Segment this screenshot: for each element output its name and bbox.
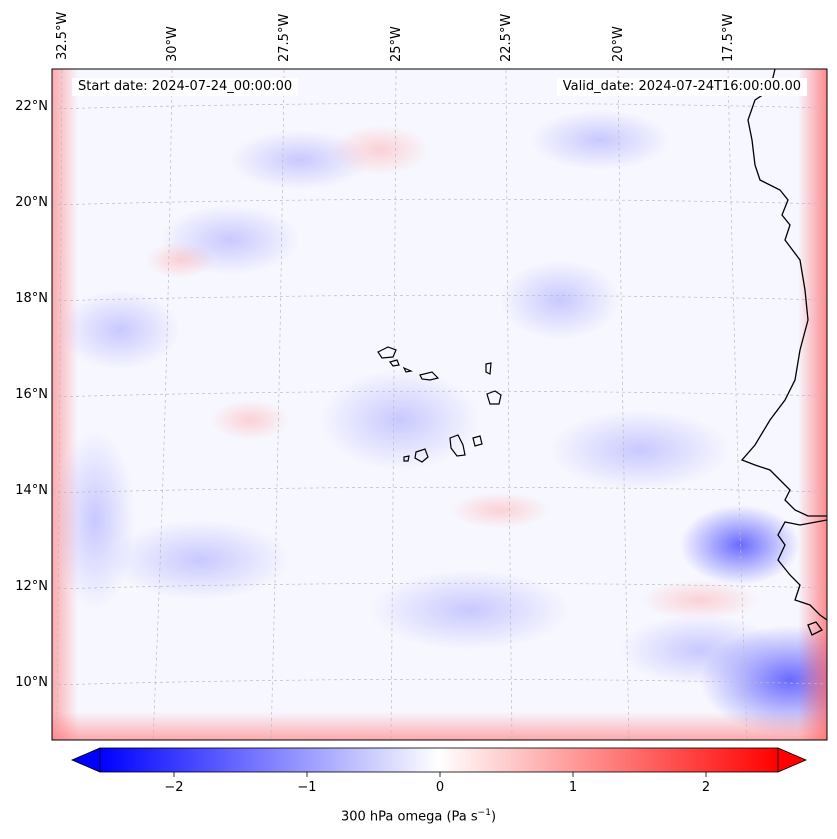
lon-label-30w: 30°W: [165, 26, 180, 62]
colorbar-title: 300 hPa omega (Pa s−1): [0, 808, 837, 824]
fogo: [414, 448, 429, 463]
santiago: [449, 434, 466, 457]
omega-field: [52, 69, 827, 740]
colorbar-tick-label: −2: [164, 780, 184, 795]
colorbar-ticks: [173, 772, 707, 777]
lon-label-27-5w: 27.5°W: [277, 13, 292, 62]
colorbar-title-close: ): [490, 809, 497, 825]
guinea-coast: [777, 519, 827, 621]
map-frame: [51, 68, 828, 741]
maio: [472, 435, 483, 447]
santo-antao: [377, 346, 397, 359]
colorbar-tick-label: −1: [297, 780, 317, 795]
boa-vista: [486, 390, 502, 405]
boa-vista-north: [485, 362, 492, 375]
brava: [403, 455, 410, 462]
lon-label-22-5w: 22.5°W: [499, 13, 514, 62]
cape-verde-islands: [377, 346, 502, 463]
colorbar-tick-label: 1: [568, 780, 578, 795]
colorbar-body: [99, 747, 779, 773]
lat-label-14n: 14°N: [15, 483, 48, 498]
valid-date-label: Valid_date: 2024-07-24T16:00:00.00: [556, 78, 807, 96]
colorbar-extend-min: [70, 747, 101, 773]
lat-label-10n: 10°N: [15, 675, 48, 690]
african-coastline: [740, 69, 827, 517]
coastline: [740, 69, 827, 636]
sal-island: [419, 371, 440, 381]
sao-nicolau: [402, 366, 414, 373]
colorbar-tick-label: 0: [435, 780, 445, 795]
lat-label-22n: 22°N: [15, 99, 48, 114]
lon-label-32-5w: 32.5°W: [55, 11, 70, 60]
lat-label-12n: 12°N: [15, 579, 48, 594]
lat-label-18n: 18°N: [15, 291, 48, 306]
lon-label-25w: 25°W: [389, 26, 404, 62]
lat-label-16n: 16°N: [15, 387, 48, 402]
colorbar: [70, 747, 808, 777]
colorbar-title-text: 300 hPa omega (Pa s: [340, 809, 478, 825]
colorbar-title-exponent: −1: [477, 808, 491, 818]
graticule: [52, 69, 827, 740]
colorbar-extend-max: [777, 747, 808, 773]
lon-label-20w: 20°W: [611, 26, 626, 62]
lat-label-20n: 20°N: [15, 195, 48, 210]
sao-vicente: [388, 359, 400, 367]
colorbar-tick-label: 2: [701, 780, 711, 795]
lon-label-17-5w: 17.5°W: [721, 13, 736, 62]
start-date-label: Start date: 2024-07-24_00:00:00: [72, 78, 299, 96]
bissago-islands: [807, 621, 823, 636]
